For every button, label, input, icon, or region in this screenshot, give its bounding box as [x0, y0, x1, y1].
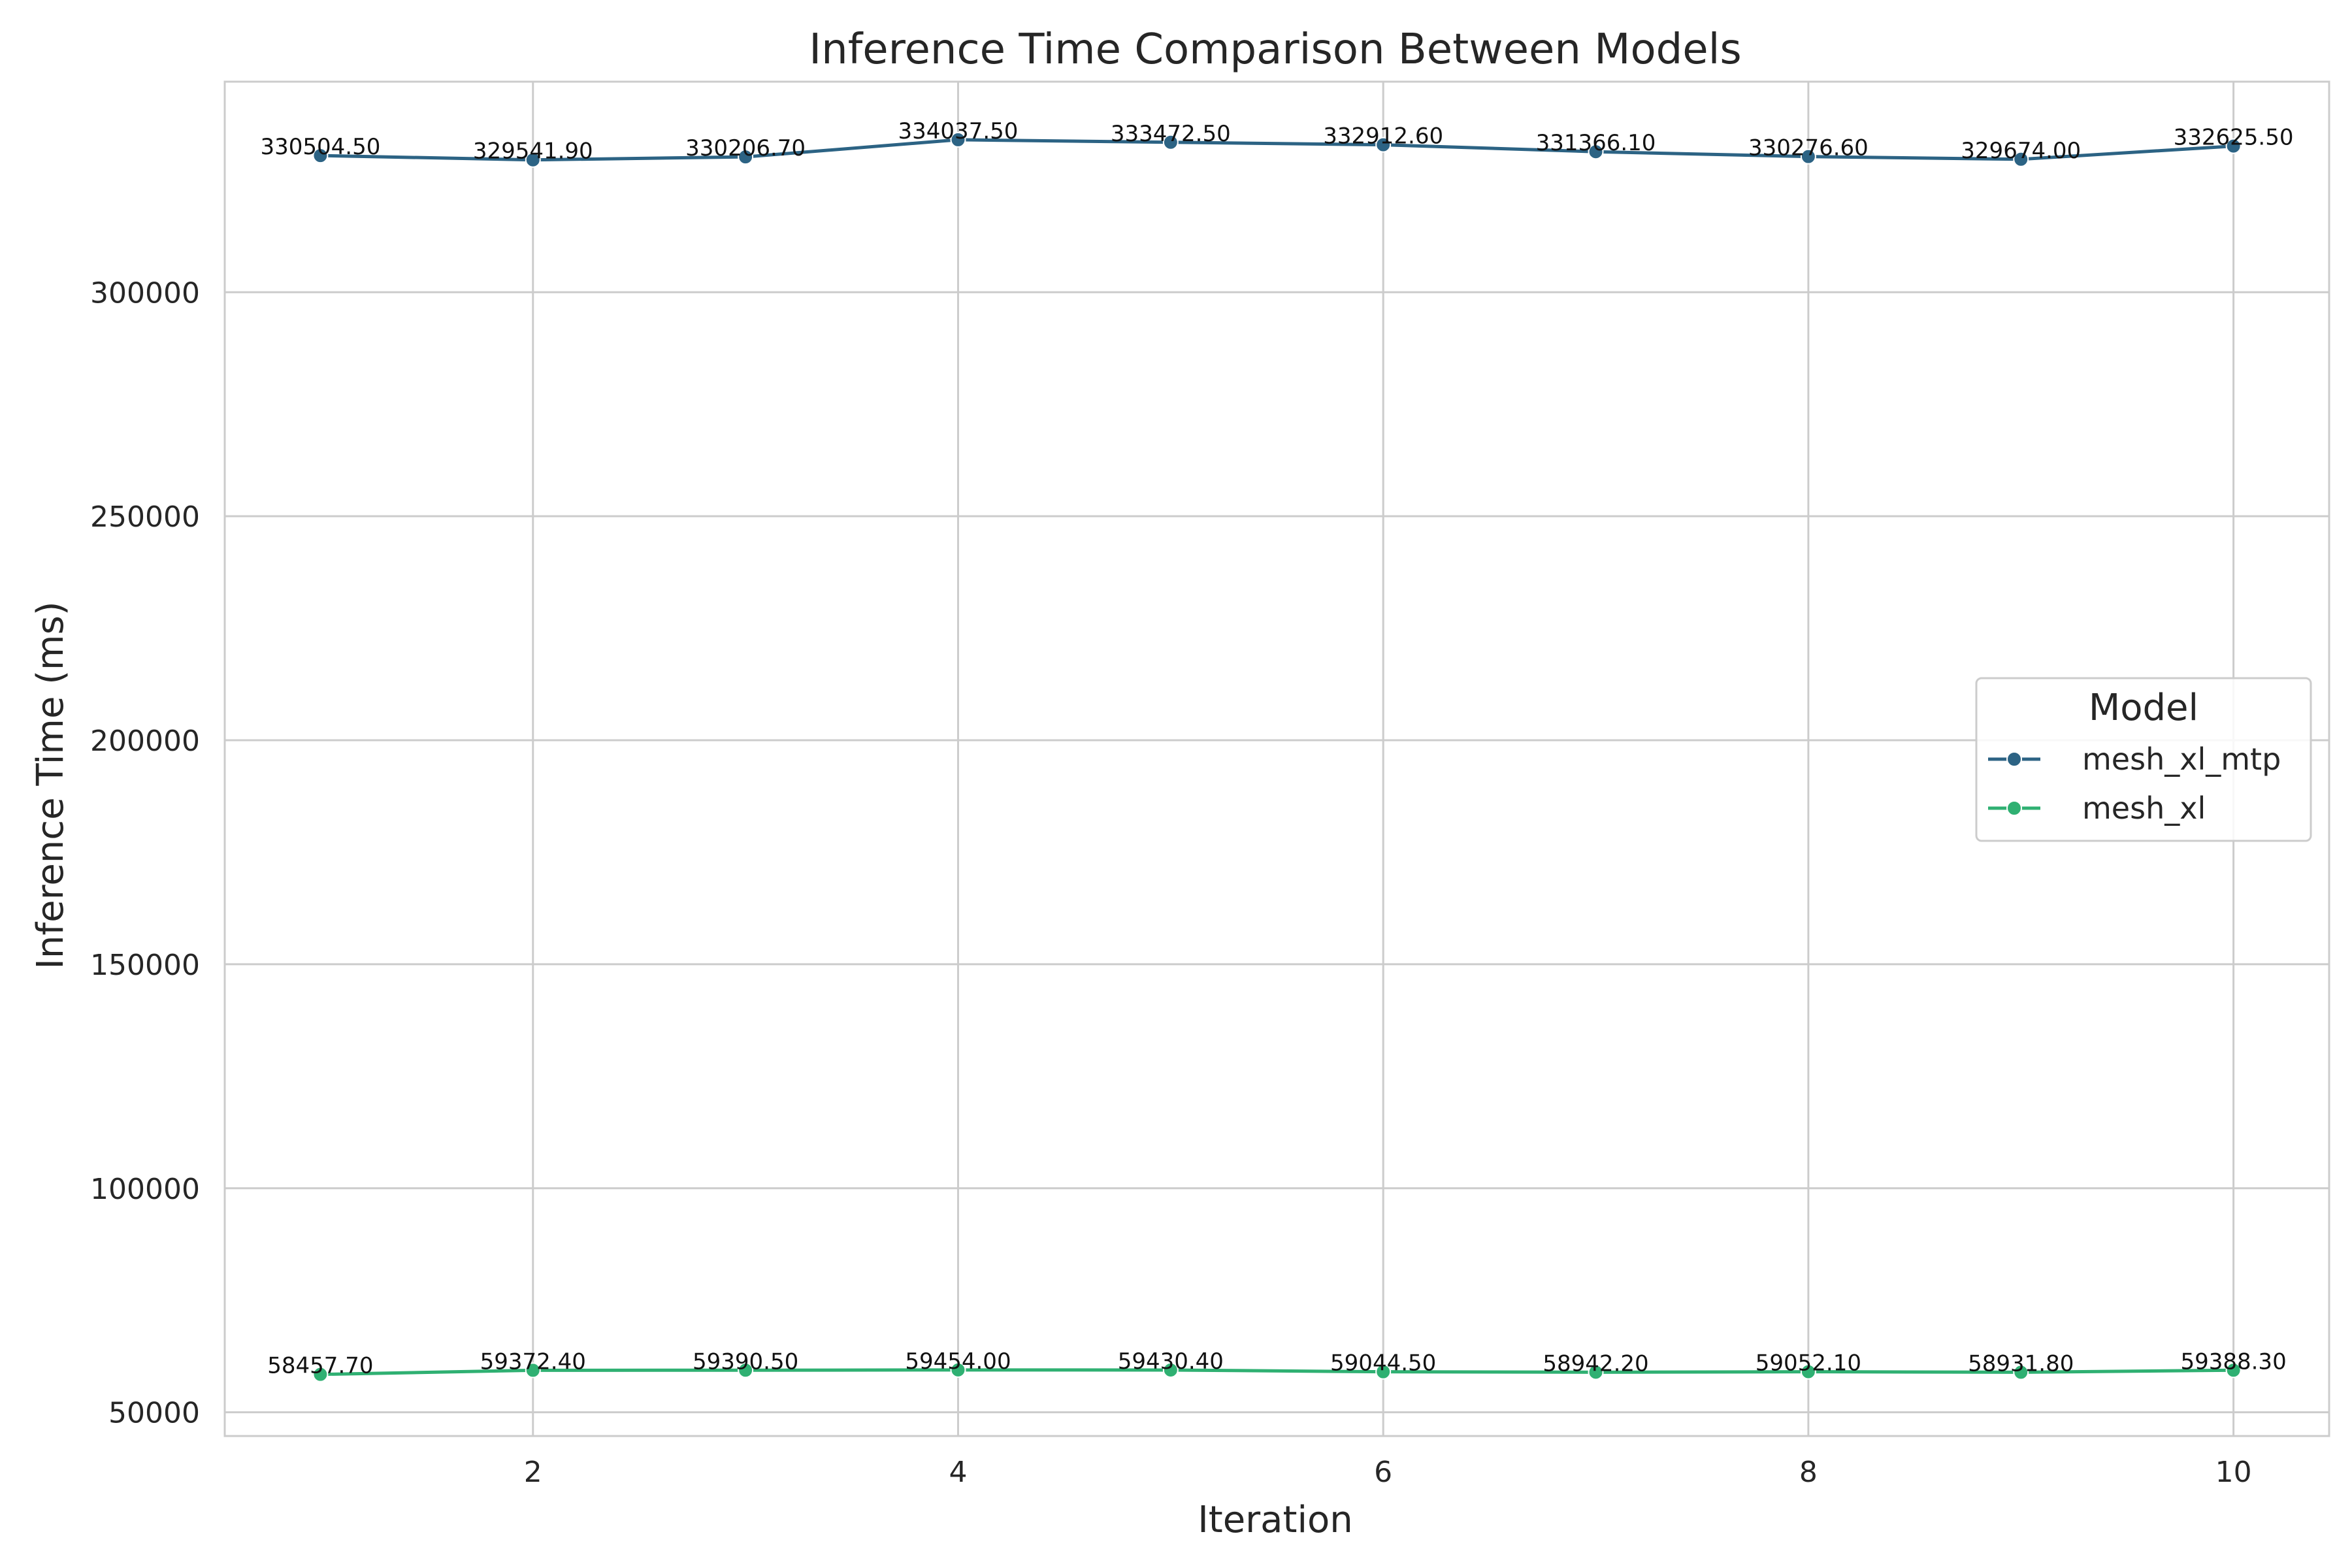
data-label: 59044.50	[1330, 1350, 1436, 1377]
data-point	[950, 131, 966, 148]
data-label: 332912.60	[1323, 123, 1443, 150]
data-point	[950, 1362, 966, 1378]
plot-frame	[223, 80, 2330, 1437]
data-point	[738, 149, 754, 165]
x-tick-label: 2	[524, 1456, 542, 1489]
data-label: 332625.50	[2174, 125, 2294, 151]
data-point	[2225, 138, 2242, 154]
series-mesh_xl_mtp: 330504.50 329541.90 330206.70 334037.50 3334…	[260, 118, 2294, 168]
legend: Model mesh_xl_mtp mesh_xl	[1975, 677, 2312, 842]
legend-swatch-marker	[2006, 751, 2022, 767]
data-label: 331366.10	[1536, 130, 1656, 156]
data-label: 59390.50	[693, 1348, 798, 1375]
x-axis-label: Iteration	[1198, 1499, 1353, 1541]
data-label: 58931.80	[1968, 1350, 2074, 1377]
legend-item-mesh_xl_mtp: mesh_xl_mtp	[1988, 742, 2281, 777]
data-point	[738, 1362, 754, 1379]
data-point	[1162, 134, 1179, 150]
data-label: 329541.90	[473, 139, 593, 165]
data-point	[312, 1366, 329, 1382]
y-tick-label: 300000	[90, 276, 200, 310]
legend-title: Model	[2089, 687, 2198, 729]
data-label: 334037.50	[898, 118, 1019, 144]
x-tick-label: 4	[949, 1456, 967, 1489]
legend-item-mesh_xl: mesh_xl	[1988, 791, 2206, 826]
data-label: 330206.70	[685, 135, 806, 161]
tick-labels: 2 4 6 8 10 50000 100000 150000 200000 250000 30000…	[90, 276, 2252, 1489]
y-tick-label: 250000	[90, 500, 200, 534]
legend-box	[1975, 677, 2312, 842]
data-point	[525, 152, 541, 168]
x-tick-label: 10	[2215, 1456, 2252, 1489]
data-point	[2225, 1362, 2242, 1379]
data-label: 330504.50	[260, 134, 380, 160]
data-label: 58942.20	[1543, 1350, 1648, 1377]
y-axis-label: Inference Time (ms)	[29, 601, 72, 969]
legend-label: mesh_xl_mtp	[2082, 742, 2281, 777]
series-line-mesh_xl	[320, 1368, 2234, 1377]
data-label: 59388.30	[2180, 1348, 2286, 1375]
data-point	[2013, 1364, 2029, 1380]
y-tick-label: 150000	[90, 949, 200, 982]
chart-title: Inference Time Comparison Between Models	[809, 25, 1741, 74]
data-point	[312, 148, 329, 164]
grid-lines	[225, 82, 2329, 1436]
data-point	[1800, 148, 1816, 165]
series-line-mesh_xl_mtp	[320, 138, 2234, 162]
x-tick-label: 8	[1799, 1456, 1818, 1489]
data-point	[525, 1362, 541, 1379]
data-point	[1162, 1362, 1179, 1378]
data-label: 329674.00	[1961, 138, 2081, 164]
data-point	[1375, 1364, 1392, 1380]
y-tick-label: 200000	[90, 725, 200, 758]
legend-swatch-marker	[2006, 800, 2022, 816]
data-point	[1588, 1364, 1604, 1380]
x-tick-label: 6	[1374, 1456, 1392, 1489]
data-label: 59430.40	[1118, 1348, 1224, 1375]
y-tick-label: 100000	[90, 1173, 200, 1206]
data-point	[1588, 144, 1604, 160]
data-point	[1375, 137, 1392, 153]
data-label: 330276.60	[1748, 135, 1869, 161]
y-tick-label: 50000	[108, 1397, 200, 1430]
series-mesh_xl: 58457.70 59372.40 59390.50 59454.00 59430.40…	[267, 1348, 2287, 1382]
data-point	[1800, 1364, 1816, 1380]
legend-items: mesh_xl_mtp mesh_xl	[1988, 742, 2281, 826]
data-label: 58457.70	[267, 1353, 373, 1379]
series-layer: 330504.50 329541.90 330206.70 334037.50 3334…	[260, 118, 2294, 1382]
data-point	[2013, 151, 2029, 167]
legend-label: mesh_xl	[2082, 791, 2206, 826]
data-label: 333472.50	[1111, 121, 1231, 147]
data-label: 59372.40	[480, 1348, 586, 1375]
data-label: 59454.00	[905, 1348, 1011, 1375]
data-label: 59052.10	[1756, 1350, 1861, 1377]
